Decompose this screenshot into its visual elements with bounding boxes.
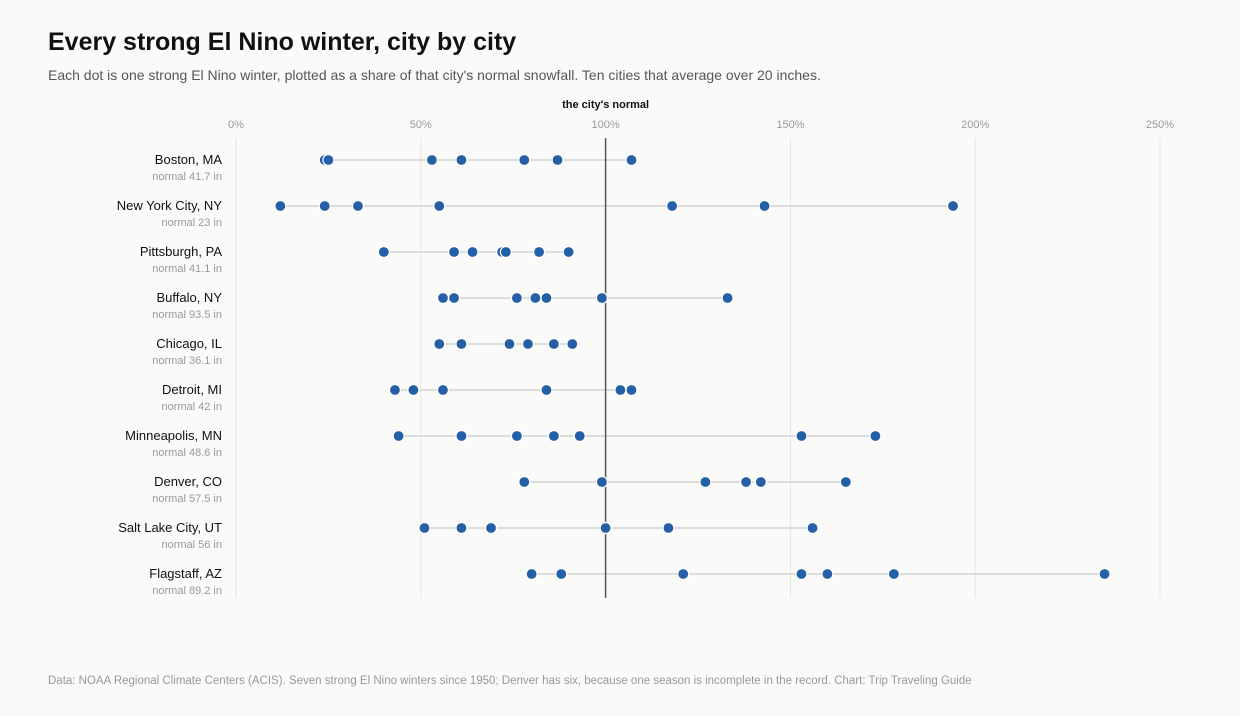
winter-dot <box>418 521 431 535</box>
city-label: Chicago, IL <box>156 336 222 351</box>
winter-dot <box>455 153 468 167</box>
winter-dot <box>455 521 468 535</box>
winter-dot <box>436 383 450 397</box>
city-normal-label: normal 56 in <box>161 539 222 551</box>
winter-dot <box>625 383 638 397</box>
x-tick-label: 0% <box>228 119 244 131</box>
winter-dot <box>839 475 852 489</box>
winter-dot <box>407 383 420 397</box>
winter-dot <box>1098 567 1111 581</box>
winter-dot <box>525 567 538 581</box>
winter-dot <box>887 567 900 581</box>
winter-dot <box>540 291 553 305</box>
winter-dot <box>274 199 287 213</box>
winter-dot <box>666 199 679 213</box>
x-tick-label: 200% <box>961 119 989 131</box>
winter-dot <box>595 475 609 489</box>
winter-dot <box>625 153 638 167</box>
city-label: New York City, NY <box>117 198 223 213</box>
city-label: Denver, CO <box>154 474 222 489</box>
winter-dot <box>510 291 523 305</box>
source-note: Data: NOAA Regional Climate Centers (ACI… <box>48 675 972 687</box>
winter-dot <box>392 429 405 443</box>
city-normal-label: normal 41.7 in <box>152 171 222 183</box>
winter-dot <box>433 337 446 351</box>
city-normal-label: normal 23 in <box>161 217 222 229</box>
winter-dot <box>532 245 546 259</box>
chart-subtitle: Each dot is one strong El Nino winter, p… <box>48 67 821 83</box>
winter-dot <box>677 567 690 581</box>
city-normal-label: normal 36.1 in <box>152 355 222 367</box>
winter-dot <box>547 337 560 351</box>
city-normal-label: normal 93.5 in <box>152 309 222 321</box>
winter-dot <box>322 153 335 167</box>
winter-dot <box>699 475 712 489</box>
winter-dot <box>562 245 575 259</box>
winter-dot <box>377 245 390 259</box>
reference-label: the city's normal <box>562 99 649 111</box>
winter-dot <box>466 245 479 259</box>
winter-dot <box>425 153 438 167</box>
city-label: Minneapolis, MN <box>125 428 222 443</box>
city-label: Pittsburgh, PA <box>140 244 222 259</box>
city-normal-label: normal 42 in <box>161 401 222 413</box>
winter-dot <box>758 199 771 213</box>
winter-dot <box>946 199 960 213</box>
x-tick-label: 250% <box>1146 119 1174 131</box>
city-label: Buffalo, NY <box>156 290 222 305</box>
winter-dot <box>318 199 331 213</box>
winter-dot <box>518 153 531 167</box>
winter-dot <box>499 245 512 259</box>
winter-dot <box>510 429 523 443</box>
winter-dot <box>555 567 568 581</box>
winter-dot <box>599 521 612 535</box>
winter-dot <box>455 429 468 443</box>
winter-dot <box>447 245 461 259</box>
winter-dot <box>795 429 808 443</box>
winter-dot <box>739 475 753 489</box>
winter-dot <box>573 429 586 443</box>
city-normal-label: normal 89.2 in <box>152 585 222 597</box>
city-normal-label: normal 41.1 in <box>152 263 222 275</box>
x-tick-label: 50% <box>410 119 432 131</box>
winter-dot <box>595 291 609 305</box>
winter-dot <box>351 199 365 213</box>
winter-dot <box>433 199 446 213</box>
winter-dot <box>869 429 882 443</box>
winter-dot <box>388 383 402 397</box>
city-normal-label: normal 57.5 in <box>152 493 222 505</box>
city-normal-label: normal 48.6 in <box>152 447 222 459</box>
winter-dot <box>503 337 516 351</box>
winter-dot <box>614 383 627 397</box>
winter-dot <box>484 521 498 535</box>
x-tick-label: 100% <box>592 119 620 131</box>
winter-dot <box>754 475 767 489</box>
winter-dot <box>447 291 461 305</box>
city-label: Salt Lake City, UT <box>118 520 222 535</box>
chart-title: Every strong El Nino winter, city by cit… <box>48 28 517 56</box>
winter-dot <box>436 291 450 305</box>
winter-dot <box>547 429 560 443</box>
winter-dot <box>540 383 553 397</box>
winter-dot <box>795 567 808 581</box>
winter-dot <box>566 337 579 351</box>
city-label: Detroit, MI <box>162 382 222 397</box>
city-label: Boston, MA <box>155 152 223 167</box>
city-label: Flagstaff, AZ <box>149 566 222 581</box>
winter-dot <box>806 521 819 535</box>
winter-dot <box>455 337 468 351</box>
winter-dot <box>518 475 531 489</box>
winter-dot <box>821 567 834 581</box>
winter-dot <box>662 521 675 535</box>
winter-dot <box>529 291 542 305</box>
winter-dot <box>521 337 535 351</box>
x-tick-label: 150% <box>776 119 804 131</box>
winter-dot <box>551 153 564 167</box>
winter-dot <box>721 291 734 305</box>
